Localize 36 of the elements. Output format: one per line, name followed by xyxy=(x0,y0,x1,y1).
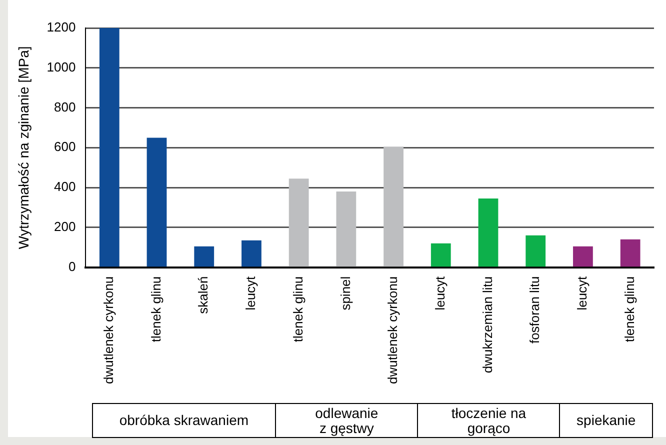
bar xyxy=(242,240,262,267)
y-tick-label: 800 xyxy=(54,99,76,114)
x-tick-label: leucyt xyxy=(243,276,258,310)
y-tick-label: 1200 xyxy=(46,20,76,35)
bar xyxy=(430,243,451,267)
bar xyxy=(526,235,546,267)
x-tick-label: dwukrzemian litu xyxy=(480,276,495,374)
x-tick-label: tlenek glinu xyxy=(290,276,306,342)
x-tick-label: leucyt xyxy=(432,276,448,310)
bar xyxy=(99,28,120,267)
bar xyxy=(573,246,593,267)
x-tick-label: tlenek glinu xyxy=(148,276,164,342)
text: spiekanie xyxy=(559,403,653,438)
x-tick-label: skaleń xyxy=(196,276,211,314)
y-tick-label: 600 xyxy=(54,139,76,154)
y-axis-title: Wytrzymałość na zginanie [MPa] xyxy=(15,46,32,250)
x-tick-label: leucyt xyxy=(574,276,590,310)
bar xyxy=(288,178,309,267)
bar xyxy=(336,192,356,267)
y-tick-label: 1000 xyxy=(46,59,76,74)
y-tick-label: 400 xyxy=(54,179,76,194)
text: odlewanie z gęstwy xyxy=(275,403,418,438)
bar xyxy=(384,146,404,267)
y-tick-label: 0 xyxy=(68,258,76,274)
bar xyxy=(620,239,640,267)
text: tłoczenie na gorąco xyxy=(417,403,560,438)
y-tick-label: 200 xyxy=(54,219,76,234)
x-tick-label: spinel xyxy=(338,276,353,310)
x-tick-label: tlenek glinu xyxy=(622,276,637,342)
x-tick-label: dwutlenek cyrkonu xyxy=(385,276,400,384)
x-tick-label: dwutlenek cyrkonu xyxy=(100,276,116,384)
text: obróbka skrawaniem xyxy=(92,403,276,438)
x-tick-label: fosforan litu xyxy=(527,276,542,344)
bar xyxy=(146,138,167,267)
bar xyxy=(478,198,498,267)
bar xyxy=(194,246,214,267)
